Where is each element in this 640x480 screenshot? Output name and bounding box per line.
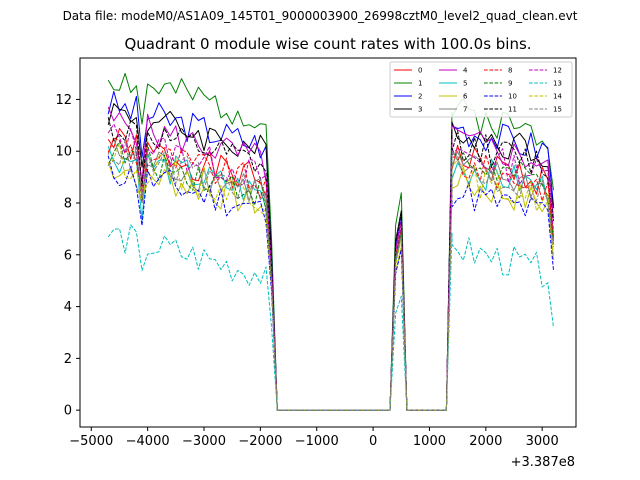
x-tick-label: −1000 bbox=[295, 434, 339, 449]
legend-label-5: 5 bbox=[463, 80, 467, 88]
legend-label-14: 14 bbox=[553, 93, 562, 101]
legend-label-3: 3 bbox=[418, 106, 422, 114]
y-tick-label: 4 bbox=[64, 300, 72, 315]
legend-label-6: 6 bbox=[463, 93, 468, 101]
suptitle: Data file: modeM0/AS1A09_145T01_90000039… bbox=[63, 9, 578, 23]
series-line-12 bbox=[107, 123, 554, 411]
x-offset-label: +3.387e8 bbox=[511, 455, 575, 470]
x-tick-label: 1000 bbox=[413, 434, 446, 449]
legend-label-0: 0 bbox=[418, 67, 422, 75]
legend-label-7: 7 bbox=[463, 106, 467, 114]
series-line-4 bbox=[107, 106, 554, 411]
legend-label-4: 4 bbox=[463, 67, 468, 75]
y-tick-label: 2 bbox=[64, 352, 72, 367]
x-tick-label: 3000 bbox=[526, 434, 559, 449]
legend-label-15: 15 bbox=[553, 106, 562, 114]
x-tick-label: −2000 bbox=[238, 434, 282, 449]
legend-label-2: 2 bbox=[418, 93, 422, 101]
legend-label-10: 10 bbox=[508, 93, 517, 101]
y-tick-label: 12 bbox=[55, 93, 72, 108]
series-line-15 bbox=[107, 139, 554, 411]
legend-label-9: 9 bbox=[508, 80, 512, 88]
y-tick-label: 0 bbox=[64, 404, 72, 419]
legend-frame bbox=[389, 61, 573, 118]
legend-label-8: 8 bbox=[508, 67, 512, 75]
x-tick-label: 2000 bbox=[469, 434, 502, 449]
y-tick-label: 6 bbox=[64, 248, 72, 263]
axes-frame bbox=[79, 57, 577, 428]
legend-label-1: 1 bbox=[418, 80, 422, 88]
y-tick-label: 10 bbox=[55, 145, 72, 160]
x-tick-label: −3000 bbox=[182, 434, 226, 449]
legend-label-13: 13 bbox=[553, 80, 562, 88]
series-line-5 bbox=[107, 146, 554, 411]
chart-title: Quadrant 0 module wise count rates with … bbox=[124, 35, 531, 53]
ticks-layer: −5000 −4000 −3000 −2000 −1000 0 1000 2000 3000 0 2… bbox=[55, 93, 558, 449]
y-tick-label: 8 bbox=[64, 197, 72, 212]
series-line-9 bbox=[107, 140, 554, 411]
series-line-10 bbox=[107, 155, 554, 411]
legend-label-12: 12 bbox=[553, 67, 562, 75]
series-line-1 bbox=[107, 72, 554, 411]
x-tick-label: −4000 bbox=[126, 434, 170, 449]
series-line-6 bbox=[107, 161, 554, 411]
x-tick-label: 0 bbox=[369, 434, 377, 449]
legend-label-11: 11 bbox=[508, 106, 517, 114]
x-tick-label: −5000 bbox=[69, 434, 113, 449]
series-line-13 bbox=[107, 224, 554, 411]
series-layer bbox=[107, 72, 554, 411]
